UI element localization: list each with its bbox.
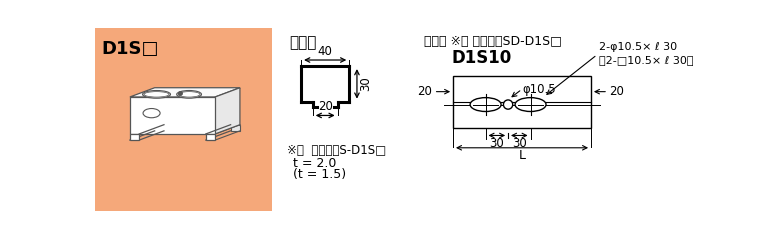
- Ellipse shape: [515, 98, 546, 111]
- Circle shape: [503, 100, 513, 109]
- Polygon shape: [230, 125, 240, 131]
- Ellipse shape: [143, 91, 170, 98]
- Ellipse shape: [176, 91, 201, 98]
- Text: 40: 40: [318, 45, 333, 58]
- Text: 寸法図 ※（ ）寸法はSD-D1S□: 寸法図 ※（ ）寸法はSD-D1S□: [424, 35, 562, 48]
- Text: 30: 30: [359, 77, 372, 91]
- Ellipse shape: [143, 109, 160, 118]
- Ellipse shape: [470, 98, 501, 111]
- Text: 20: 20: [318, 100, 333, 113]
- Polygon shape: [130, 97, 215, 134]
- Text: L: L: [518, 149, 525, 162]
- Text: 30: 30: [489, 137, 504, 150]
- Text: ※（  ）寸法はS-D1S□: ※（ ）寸法はS-D1S□: [287, 144, 386, 157]
- Text: 20: 20: [610, 85, 625, 98]
- Text: 20: 20: [417, 85, 432, 98]
- Bar: [95, 28, 272, 211]
- Polygon shape: [206, 134, 215, 140]
- Polygon shape: [155, 125, 164, 131]
- Text: 2-φ10.5× ℓ 30: 2-φ10.5× ℓ 30: [599, 41, 677, 51]
- Text: 断面図: 断面図: [289, 35, 316, 50]
- Polygon shape: [130, 134, 139, 140]
- Text: 30: 30: [512, 137, 527, 150]
- Text: t = 2.0: t = 2.0: [293, 157, 337, 170]
- Text: 〈2-□10.5× ℓ 30〉: 〈2-□10.5× ℓ 30〉: [599, 55, 693, 65]
- Polygon shape: [215, 88, 240, 134]
- Text: D1S□: D1S□: [101, 40, 159, 58]
- Ellipse shape: [179, 92, 200, 97]
- Text: D1S10: D1S10: [451, 49, 511, 67]
- Bar: [453, 76, 591, 128]
- Ellipse shape: [144, 92, 169, 97]
- Polygon shape: [130, 88, 240, 97]
- Text: (t = 1.5): (t = 1.5): [293, 168, 347, 181]
- Text: φ10.5: φ10.5: [523, 83, 556, 96]
